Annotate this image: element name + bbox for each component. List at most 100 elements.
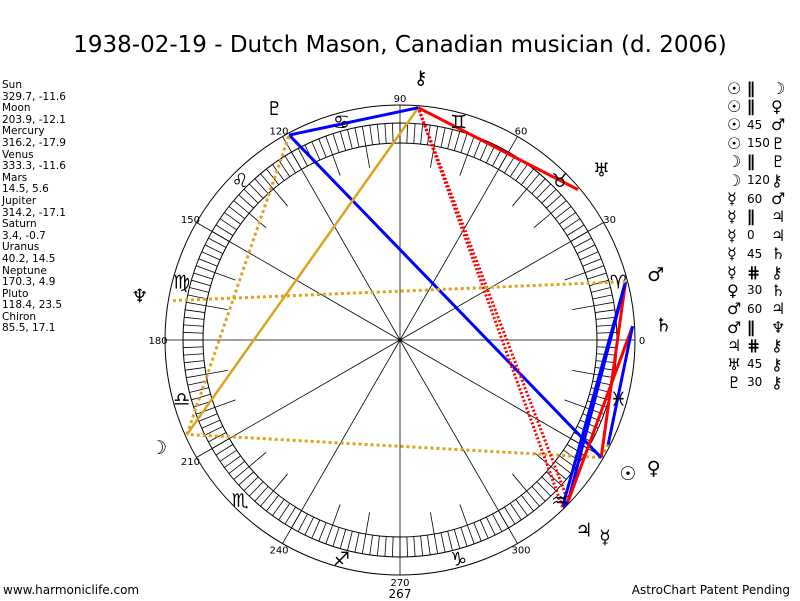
ten-degree-tick: [214, 399, 236, 408]
degree-tick: [520, 168, 534, 186]
degree-tick: [284, 155, 296, 174]
degree-tick: [595, 316, 616, 320]
mercury-icon: ☿: [727, 244, 737, 264]
ten-degree-tick: [205, 305, 228, 311]
degree-tick: [238, 194, 254, 209]
sign-spoke: [399, 339, 604, 458]
degree-tick: [198, 413, 218, 422]
degree-tick: [485, 516, 496, 536]
aspect-line-venus-saturn: [606, 325, 635, 445]
aspect-line-uranus-chiron: [417, 106, 579, 191]
degree-tick: [453, 529, 461, 549]
ten-degree-tick: [332, 504, 341, 526]
mars-icon: ♂: [647, 264, 664, 286]
degree-tick: [420, 124, 424, 145]
degree-tick: [191, 279, 211, 287]
degree-tick: [384, 123, 387, 144]
aspect-label: ∥: [747, 97, 755, 117]
degree-tick: [297, 148, 308, 167]
degree-tick: [332, 527, 340, 547]
degree-tick: [504, 506, 516, 525]
degree-tick: [550, 200, 567, 214]
degree-tick: [266, 494, 280, 512]
planet-coords-venus: 333.3, -11.6: [2, 160, 66, 173]
website-link[interactable]: www.harmoniclife.com: [3, 583, 140, 597]
zodiac-sign-icon: ♎: [173, 388, 190, 410]
degree-tick: [592, 380, 613, 386]
mercury-icon: ☿: [599, 527, 611, 549]
degree-tick: [260, 173, 274, 190]
zodiac-sign-icon: ♑: [450, 548, 467, 570]
degree-tick: [339, 529, 347, 549]
zodiac-sign-icon: ♍: [173, 272, 190, 294]
saturn-icon: ♄: [655, 314, 672, 336]
degree-tick: [541, 188, 557, 204]
venus-icon: ♀: [771, 97, 783, 117]
aspect-row: ☿ 45 ♄: [727, 244, 785, 264]
chiron-icon: ⚷: [771, 262, 783, 282]
pluto-icon: ♇: [266, 98, 283, 120]
degree-tick: [193, 272, 213, 280]
ten-degree-tick: [205, 369, 228, 375]
aspect-label: 60: [747, 191, 763, 206]
degree-tick: [243, 476, 259, 492]
aspect-line-mercury-saturn: [566, 325, 634, 502]
sun-icon: ☉: [619, 463, 636, 485]
degree-tick: [215, 224, 234, 236]
ten-degree-tick: [273, 473, 288, 492]
ten-degree-tick: [214, 272, 236, 281]
degree-tick: [318, 138, 327, 158]
degree-tick: [228, 460, 246, 474]
degree-tick: [531, 486, 546, 502]
degree-tick: [541, 476, 557, 492]
aspect-row: ♃ ⋕ ⚷: [727, 336, 785, 355]
mercury-icon: ☿: [727, 262, 737, 282]
degree-tick: [266, 168, 280, 186]
degree-tick: [332, 133, 340, 153]
aspect-label: 150: [747, 136, 770, 151]
degree-tick: [515, 499, 528, 516]
degree-tick: [440, 532, 446, 553]
degree-tick: [183, 324, 204, 327]
ten-degree-tick: [459, 154, 468, 176]
degree-tick: [318, 522, 327, 542]
degree-tick: [453, 131, 461, 151]
aspect-line-sun-pluto: [288, 133, 603, 459]
jupiter-icon: ♃: [576, 519, 593, 541]
ten-degree-tick: [248, 213, 267, 228]
degree-tick: [219, 218, 237, 231]
degree-tick: [593, 301, 614, 307]
planet-coords-neptune: 170.3, 4.9: [2, 276, 56, 289]
moon-icon: ☽: [150, 437, 167, 459]
wheel-labels: 0 30 60 90 120 150 180 210 240 270 300 ♈ ♉ ♊ ♋ ♌ ♍ ♎ ♏ ♐ ♑ ♒ ♓…: [131, 67, 672, 589]
aspect-line-sun-mars: [599, 281, 628, 458]
planet-coords-saturn: 3.4, -0.7: [2, 229, 46, 242]
degree-label: 180: [148, 336, 167, 347]
chiron-icon: ⚷: [414, 67, 428, 89]
mercury-icon: ☿: [727, 189, 737, 209]
degree-tick: [579, 251, 599, 261]
degree-tick: [460, 527, 468, 547]
aspect-line-mars-neptune: [170, 280, 626, 303]
ten-degree-tick: [572, 305, 595, 311]
aspect-row: ☿ ∥ ♃: [727, 207, 785, 226]
aspect-label: 45: [747, 246, 763, 261]
degree-tick: [467, 524, 475, 545]
planet-coords-mars: 14.5, 5.6: [2, 183, 49, 196]
ten-degree-tick: [512, 188, 527, 207]
degree-tick: [536, 183, 552, 199]
degree-tick: [406, 123, 408, 144]
degree-tick: [215, 444, 234, 456]
uranus-icon: ♅: [593, 160, 610, 182]
aspect-line-moon-chiron: [185, 106, 420, 436]
degree-label: 0: [639, 336, 645, 347]
degree-tick: [311, 141, 321, 161]
degree-tick: [587, 272, 607, 280]
moon-icon: ☽: [727, 170, 742, 190]
zodiac-sign-icon: ♏: [232, 490, 249, 512]
ten-degree-tick: [564, 272, 586, 281]
degree-tick: [473, 138, 482, 158]
degree-tick: [260, 490, 274, 507]
jupiter-icon: ♃: [771, 225, 786, 245]
ten-degree-tick: [429, 512, 435, 535]
